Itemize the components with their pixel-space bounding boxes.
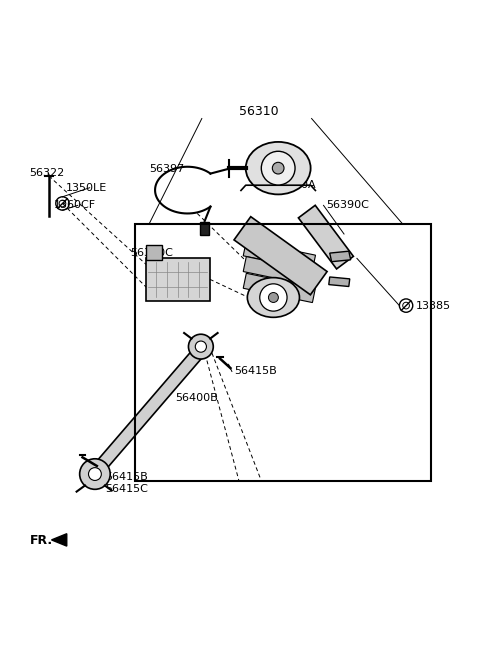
Text: FR.: FR. [30,534,53,547]
Bar [200,222,209,235]
Text: 56397: 56397 [149,164,185,173]
Text: 1360CF: 1360CF [54,200,96,210]
Bar [135,223,431,481]
Text: 56400B: 56400B [176,393,218,403]
Text: 56322: 56322 [29,168,64,179]
Polygon shape [330,251,351,261]
Polygon shape [299,205,353,269]
Circle shape [260,284,287,311]
Text: 13385: 13385 [416,301,451,311]
Polygon shape [243,241,315,270]
Circle shape [189,334,213,359]
Bar [145,258,210,301]
Bar [145,245,162,260]
Circle shape [268,292,278,302]
Text: 56415B: 56415B [106,472,148,482]
Polygon shape [243,273,315,303]
Ellipse shape [247,278,300,317]
Text: 56310: 56310 [239,105,279,118]
Text: 56415B: 56415B [234,367,277,376]
Circle shape [195,341,206,352]
Text: 1350LE: 1350LE [66,183,107,193]
Polygon shape [329,277,350,286]
Circle shape [272,162,284,174]
Text: 56390C: 56390C [326,200,369,210]
Text: 56415C: 56415C [106,484,148,494]
Circle shape [88,468,101,480]
Polygon shape [234,217,327,295]
Ellipse shape [246,142,311,194]
Polygon shape [91,351,201,476]
Text: 56330A: 56330A [274,180,316,191]
Text: 56340C: 56340C [130,248,173,258]
Circle shape [80,459,110,489]
Circle shape [261,151,295,185]
Polygon shape [51,533,67,546]
Polygon shape [243,257,315,286]
